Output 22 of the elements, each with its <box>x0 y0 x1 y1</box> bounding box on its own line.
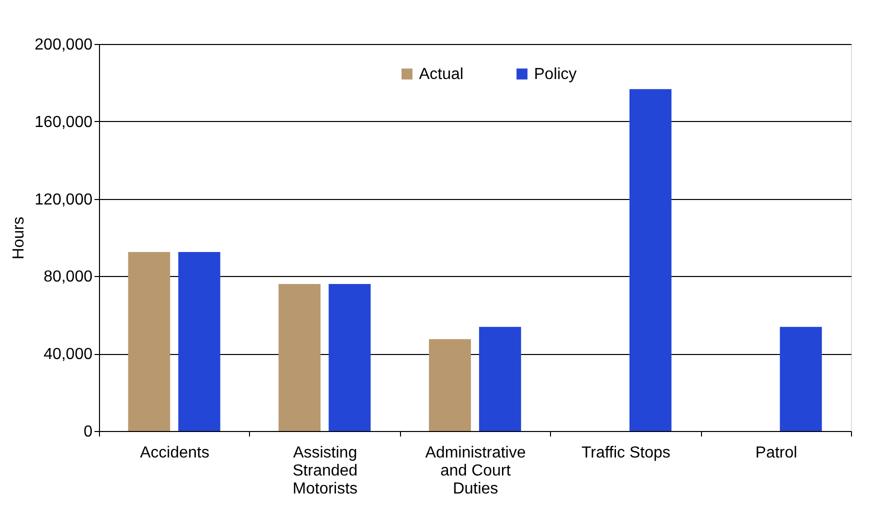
bar <box>428 339 471 431</box>
bar <box>328 284 371 431</box>
legend-label: Policy <box>534 66 577 83</box>
bar <box>178 252 220 431</box>
x-tick-label: Accidents <box>140 444 210 462</box>
legend-label: Actual <box>419 66 464 83</box>
y-tick-label: 80,000 <box>44 268 93 286</box>
x-tick-label: Traffic Stops <box>581 444 670 462</box>
y-tick-label: 200,000 <box>34 36 93 54</box>
bar <box>278 284 321 431</box>
y-tick-label: 120,000 <box>34 191 93 208</box>
bar <box>629 89 672 431</box>
x-tick-label: Assisting Stranded Motorists <box>292 444 358 498</box>
x-tick-label: Administrative and Court Duties <box>425 444 526 498</box>
y-axis-title: Hours <box>10 216 28 260</box>
y-tick-label: 0 <box>84 424 93 440</box>
bar <box>128 252 170 431</box>
y-tick-label: 160,000 <box>34 114 93 131</box>
bar <box>780 326 822 431</box>
bar <box>479 326 522 431</box>
y-tick-label: 40,000 <box>44 346 93 364</box>
x-tick-label: Patrol <box>755 444 798 462</box>
